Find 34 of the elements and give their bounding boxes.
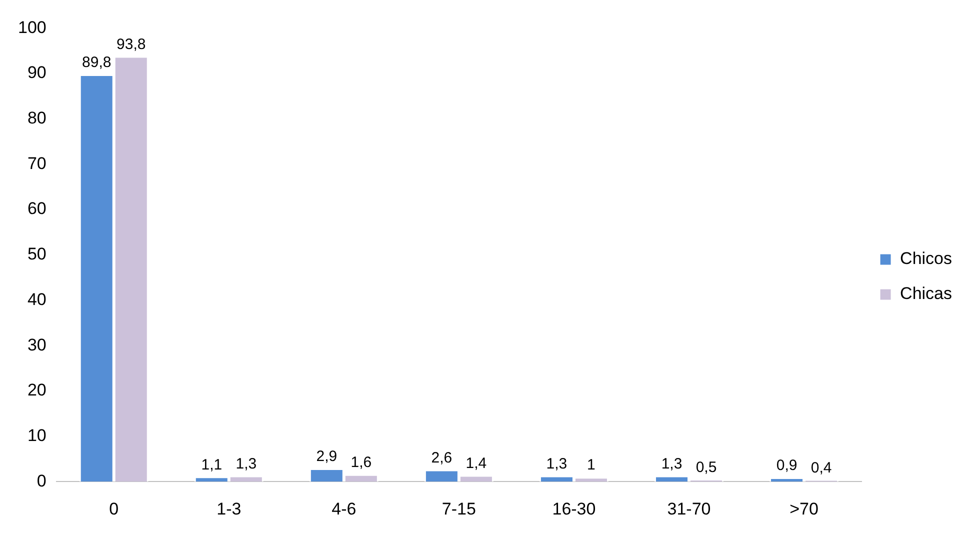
data-label: 1,3: [236, 455, 257, 472]
y-tick-label: 70: [27, 154, 46, 173]
y-tick-label: 0: [36, 471, 46, 490]
data-label: 1,4: [466, 454, 487, 472]
y-tick-label: 90: [27, 63, 46, 82]
x-tick-label: 4-6: [332, 499, 356, 518]
legend-label: Chicas: [900, 284, 952, 304]
data-label: 1: [587, 456, 596, 474]
data-label: 1,6: [350, 454, 372, 471]
y-tick-label: 20: [27, 380, 46, 400]
data-label: 1,1: [201, 456, 222, 474]
y-tick-label: 60: [27, 199, 46, 218]
x-tick-label: 0: [109, 499, 119, 518]
data-label: 0,5: [696, 458, 717, 476]
y-tick-label: 40: [27, 290, 46, 309]
data-label: 89,8: [82, 54, 112, 72]
data-label: 1,3: [661, 455, 682, 472]
y-tick-label: 50: [27, 244, 46, 264]
data-label: 93,8: [116, 36, 146, 53]
y-tick-label: 30: [27, 335, 46, 354]
data-label: 0,9: [776, 457, 798, 474]
x-tick-label: 16-30: [552, 499, 596, 518]
x-tick-label: 1-3: [216, 499, 242, 518]
x-tick-label: >70: [790, 499, 818, 518]
y-tick-label: 10: [27, 426, 46, 445]
data-label: 2,6: [431, 449, 452, 466]
data-label: 1,3: [546, 455, 568, 472]
y-tick-label: 80: [27, 108, 46, 128]
x-tick-label: 31-70: [667, 499, 711, 518]
data-label: 2,9: [316, 448, 338, 466]
data-label: 0,4: [810, 459, 832, 476]
legend-label: Chicos: [900, 249, 952, 268]
y-tick-label: 100: [18, 18, 46, 37]
x-tick-label: 7-15: [442, 499, 476, 518]
